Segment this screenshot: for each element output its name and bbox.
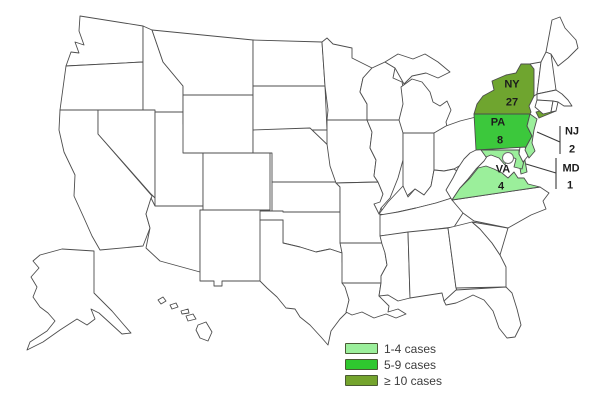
legend-label-ge10-cases: ≥ 10 cases [384,373,442,388]
state-arizona [145,197,204,273]
legend-row-1-4: 1-4 cases [345,341,442,356]
state-hawaii-oahu [169,302,179,310]
state-iowa [326,119,379,184]
state-texas [259,219,350,346]
legend-swatch-ge10-cases [345,375,378,386]
md-case-count: 1 [566,179,574,192]
state-hawaii-maui [185,313,197,322]
nj-callout-line [536,131,561,143]
ny-case-count: 27 [505,96,519,109]
state-south-dakota [252,85,328,131]
ny-state-label: NY [504,78,520,91]
va-state-label: VA [495,163,511,176]
legend: 1-4 cases 5-9 cases ≥ 10 cases [345,341,442,389]
state-new-mexico [199,209,263,287]
state-washington [65,15,144,67]
state-new-jersey [524,113,538,159]
state-virginia [451,165,541,201]
state-michigan [398,78,452,134]
state-hawaii-big-island [195,321,213,342]
md-callout-line [525,163,557,174]
state-north-carolina [451,186,550,229]
state-indiana [402,132,435,197]
legend-swatch-5-9-cases [345,359,378,370]
state-rhode-island [550,100,559,113]
state-illinois [366,119,404,215]
state-alaska [26,248,132,351]
legend-label-5-9-cases: 5-9 cases [384,357,437,372]
md-state-label: MD [562,162,580,175]
state-louisiana [341,282,407,319]
state-michigan-upper-peninsula [384,53,451,85]
state-new-hampshire [536,51,557,95]
nj-case-count: 2 [568,143,576,156]
legend-row-ge10: ≥ 10 cases [345,373,442,388]
dc-marker-circle [502,152,514,164]
state-colorado [202,152,271,211]
legend-swatch-1-4-cases [345,343,378,354]
state-new-york [473,63,535,115]
state-nevada [97,109,156,199]
state-hawaii-kauai [157,296,167,305]
state-florida [443,286,522,339]
state-maine [545,16,579,67]
state-wyoming [182,94,254,154]
legend-row-5-9: 5-9 cases [345,357,442,372]
state-kansas [271,181,341,213]
va-case-count: 4 [497,180,505,193]
state-oregon [59,61,144,111]
state-hawaii-molokai [180,308,190,315]
state-north-dakota [252,39,326,87]
state-connecticut [534,99,554,115]
pa-state-label: PA [490,116,506,129]
legend-label-1-4-cases: 1-4 cases [384,341,437,356]
state-vermont [529,61,542,97]
nj-state-label: NJ [564,125,580,138]
pa-case-count: 8 [496,134,504,147]
